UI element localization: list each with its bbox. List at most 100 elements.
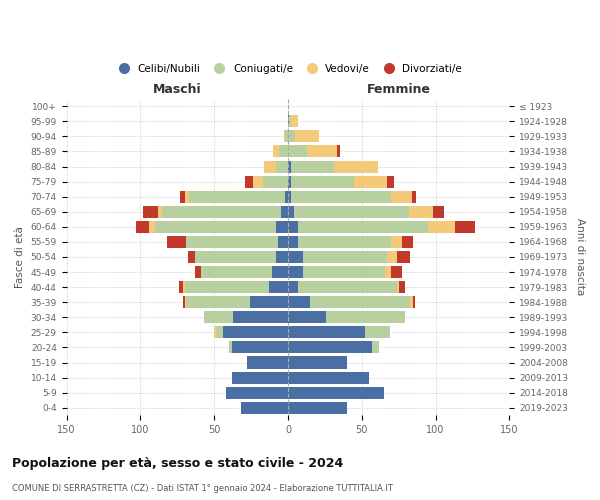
Bar bbox=[233, 312, 288, 324]
Bar bbox=[428, 221, 455, 233]
Bar bbox=[189, 190, 285, 202]
Bar bbox=[288, 190, 291, 202]
Bar bbox=[291, 116, 298, 128]
Text: Femmine: Femmine bbox=[367, 82, 431, 96]
Bar bbox=[291, 160, 334, 172]
Bar bbox=[288, 236, 298, 248]
Bar bbox=[284, 130, 285, 142]
Bar bbox=[158, 206, 163, 218]
Bar bbox=[188, 251, 195, 263]
Bar bbox=[433, 206, 445, 218]
Bar bbox=[253, 176, 263, 188]
Bar bbox=[288, 266, 303, 278]
Bar bbox=[241, 402, 288, 414]
Bar bbox=[288, 130, 295, 142]
Bar bbox=[409, 206, 433, 218]
Bar bbox=[276, 221, 288, 233]
Bar bbox=[186, 236, 278, 248]
Bar bbox=[310, 296, 410, 308]
Bar bbox=[288, 251, 303, 263]
Bar bbox=[288, 116, 289, 128]
Bar bbox=[298, 221, 428, 233]
Bar bbox=[355, 176, 387, 188]
Bar bbox=[337, 146, 340, 158]
Bar bbox=[455, 221, 475, 233]
Bar bbox=[232, 342, 288, 353]
Bar bbox=[269, 281, 288, 293]
Bar bbox=[263, 176, 288, 188]
Bar bbox=[229, 342, 232, 353]
Bar bbox=[307, 146, 337, 158]
Bar bbox=[298, 281, 397, 293]
Bar bbox=[180, 190, 185, 202]
Bar bbox=[223, 326, 288, 338]
Bar bbox=[215, 326, 223, 338]
Bar bbox=[167, 236, 186, 248]
Bar bbox=[291, 176, 355, 188]
Bar bbox=[303, 266, 385, 278]
Bar bbox=[195, 251, 276, 263]
Bar bbox=[391, 266, 401, 278]
Bar bbox=[179, 281, 183, 293]
Text: COMUNE DI SERRASTRETTA (CZ) - Dati ISTAT 1° gennaio 2024 - Elaborazione TUTTITAL: COMUNE DI SERRASTRETTA (CZ) - Dati ISTAT… bbox=[12, 484, 393, 493]
Bar bbox=[387, 251, 397, 263]
Y-axis label: Anni di nascita: Anni di nascita bbox=[575, 218, 585, 296]
Bar bbox=[387, 176, 394, 188]
Bar bbox=[276, 160, 288, 172]
Bar bbox=[288, 176, 291, 188]
Bar bbox=[288, 312, 326, 324]
Bar bbox=[232, 372, 288, 384]
Bar bbox=[288, 281, 298, 293]
Bar bbox=[155, 221, 276, 233]
Bar bbox=[401, 236, 413, 248]
Bar bbox=[185, 190, 189, 202]
Text: Popolazione per età, sesso e stato civile - 2024: Popolazione per età, sesso e stato civil… bbox=[12, 458, 343, 470]
Bar bbox=[278, 236, 288, 248]
Bar bbox=[276, 251, 288, 263]
Bar bbox=[334, 160, 378, 172]
Bar bbox=[298, 236, 391, 248]
Bar bbox=[397, 281, 398, 293]
Bar bbox=[391, 236, 401, 248]
Bar bbox=[185, 281, 269, 293]
Bar bbox=[279, 146, 288, 158]
Bar bbox=[289, 116, 291, 128]
Bar bbox=[412, 190, 416, 202]
Bar bbox=[391, 190, 412, 202]
Bar bbox=[247, 356, 288, 368]
Bar bbox=[285, 190, 288, 202]
Bar bbox=[372, 342, 379, 353]
Bar bbox=[183, 296, 185, 308]
Bar bbox=[291, 190, 391, 202]
Bar bbox=[288, 296, 310, 308]
Bar bbox=[365, 326, 390, 338]
Bar bbox=[201, 266, 272, 278]
Bar bbox=[226, 386, 288, 398]
Bar bbox=[397, 251, 410, 263]
Bar bbox=[413, 296, 415, 308]
Bar bbox=[288, 326, 365, 338]
Bar bbox=[285, 130, 288, 142]
Bar bbox=[183, 281, 185, 293]
Bar bbox=[288, 146, 307, 158]
Bar bbox=[288, 372, 369, 384]
Bar bbox=[149, 221, 155, 233]
Y-axis label: Fasce di età: Fasce di età bbox=[15, 226, 25, 288]
Bar bbox=[288, 356, 347, 368]
Bar bbox=[245, 176, 253, 188]
Legend: Celibi/Nubili, Coniugati/e, Vedovi/e, Divorziati/e: Celibi/Nubili, Coniugati/e, Vedovi/e, Di… bbox=[110, 60, 466, 78]
Bar bbox=[288, 342, 372, 353]
Bar bbox=[303, 251, 387, 263]
Bar bbox=[195, 266, 201, 278]
Bar bbox=[272, 266, 288, 278]
Bar bbox=[398, 281, 404, 293]
Bar bbox=[143, 206, 158, 218]
Bar bbox=[273, 146, 279, 158]
Bar bbox=[326, 312, 404, 324]
Bar bbox=[288, 206, 294, 218]
Bar bbox=[288, 386, 384, 398]
Bar bbox=[250, 296, 288, 308]
Bar bbox=[204, 312, 233, 324]
Bar bbox=[136, 221, 149, 233]
Text: Maschi: Maschi bbox=[153, 82, 202, 96]
